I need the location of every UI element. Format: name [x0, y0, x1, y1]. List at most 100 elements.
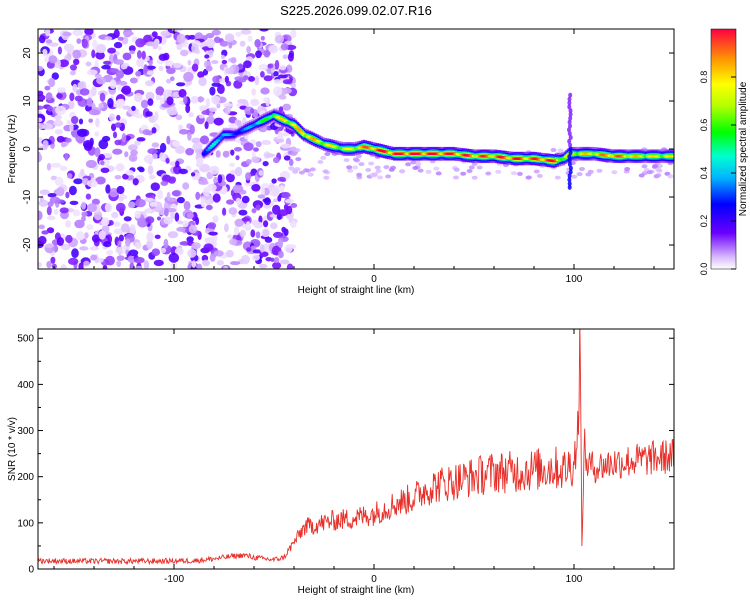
- noise-blob: [42, 123, 53, 130]
- halo-blob: [410, 160, 417, 165]
- noise-blob: [146, 70, 155, 76]
- halo-blob: [307, 172, 314, 177]
- noise-blob: [118, 196, 124, 202]
- noise-blob: [69, 123, 74, 132]
- noise-blob: [157, 189, 164, 200]
- streak-blob: [568, 146, 573, 152]
- noise-blob: [104, 36, 113, 41]
- halo-blob: [476, 165, 483, 170]
- noise-blob: [262, 161, 269, 167]
- y-tick-label: 200: [17, 472, 34, 483]
- noise-blob: [277, 176, 286, 182]
- halo-blob: [576, 172, 583, 177]
- noise-blob: [115, 163, 125, 172]
- noise-blob: [91, 234, 100, 243]
- halo-blob: [343, 158, 350, 163]
- noise-blob: [50, 162, 62, 168]
- noise-blob: [96, 76, 107, 85]
- noise-blob: [152, 153, 158, 160]
- halo-blob: [554, 175, 561, 180]
- streak-blob: [568, 169, 573, 175]
- halo-blob: [405, 162, 412, 167]
- noise-blob: [260, 87, 270, 95]
- noise-blob: [53, 208, 59, 215]
- noise-blob: [228, 42, 233, 49]
- noise-blob: [112, 131, 118, 139]
- noise-blob: [107, 98, 114, 108]
- streak-blob: [568, 92, 573, 98]
- noise-blob: [60, 243, 71, 251]
- noise-blob: [151, 142, 160, 148]
- halo-blob: [638, 173, 645, 178]
- y-tick-label: -20: [22, 237, 33, 252]
- noise-blob: [255, 141, 262, 148]
- halo-blob: [453, 175, 459, 180]
- halo-blob: [356, 154, 362, 159]
- halo-blob: [412, 166, 419, 170]
- noise-blob: [140, 99, 149, 109]
- snr-xlabel: Height of straight line (km): [298, 585, 415, 596]
- noise-blob: [145, 111, 153, 117]
- noise-blob: [235, 31, 242, 37]
- noise-blob: [239, 229, 246, 238]
- noise-blob: [211, 95, 221, 103]
- noise-blob: [202, 187, 211, 197]
- noise-blob: [272, 261, 282, 269]
- noise-blob: [274, 34, 284, 44]
- noise-blob: [251, 208, 257, 214]
- noise-blob: [98, 153, 106, 161]
- noise-blob: [251, 88, 257, 96]
- noise-blob: [178, 168, 188, 175]
- noise-blob: [252, 254, 260, 261]
- noise-blob: [176, 43, 183, 51]
- noise-blob: [38, 117, 43, 123]
- noise-blob: [229, 162, 235, 167]
- noise-blob: [223, 103, 233, 108]
- noise-blob: [68, 185, 77, 196]
- halo-blob: [536, 173, 543, 178]
- noise-blob: [134, 241, 142, 249]
- noise-blob: [117, 36, 124, 41]
- halo-blob: [624, 167, 631, 171]
- noise-blob: [81, 215, 86, 222]
- noise-blob: [233, 226, 240, 236]
- noise-blob: [273, 198, 279, 203]
- noise-blob: [278, 106, 284, 113]
- noise-blob: [123, 216, 132, 222]
- noise-blob: [149, 201, 158, 207]
- halo-blob: [399, 169, 406, 174]
- noise-blob: [230, 261, 241, 266]
- noise-blob: [113, 41, 123, 49]
- noise-blob: [146, 232, 154, 242]
- noise-blob: [62, 31, 72, 37]
- noise-blob: [212, 75, 221, 84]
- noise-blob: [143, 154, 154, 164]
- x-tick-label: 0: [371, 274, 377, 285]
- noise-blob: [130, 149, 138, 156]
- noise-blob: [183, 95, 188, 105]
- noise-blob: [179, 49, 189, 57]
- halo-blob: [352, 165, 359, 170]
- noise-blob: [263, 187, 270, 196]
- noise-blob: [260, 35, 265, 41]
- noise-blob: [277, 239, 284, 248]
- noise-blob: [217, 174, 223, 184]
- noise-blob: [101, 64, 111, 70]
- noise-blob: [56, 93, 63, 99]
- y-tick-label: 0: [22, 146, 33, 152]
- noise-blob: [77, 81, 85, 89]
- halo-blob: [347, 168, 354, 173]
- noise-blob: [132, 178, 139, 186]
- halo-blob: [433, 166, 440, 171]
- noise-blob: [158, 65, 164, 72]
- noise-blob: [57, 46, 63, 55]
- noise-blob: [38, 261, 43, 268]
- noise-blob: [67, 173, 73, 179]
- noise-blob: [147, 148, 158, 155]
- noise-blob: [138, 167, 145, 173]
- noise-blob: [181, 220, 189, 228]
- spectrogram-plot-area: [38, 29, 674, 269]
- noise-blob: [228, 207, 238, 215]
- noise-blob: [229, 238, 238, 246]
- noise-blob: [48, 55, 58, 64]
